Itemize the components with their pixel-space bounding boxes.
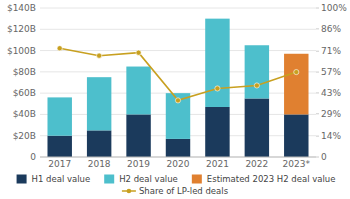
y2-tick-label: 29%: [321, 109, 341, 119]
bar: [205, 19, 229, 107]
y2-tick-label: 0: [321, 152, 327, 162]
bar: [87, 77, 111, 78]
legend-item: H2 deal value: [104, 174, 178, 184]
x-tick-label: 2020: [167, 159, 190, 169]
y2-tick-label: 71%: [321, 46, 341, 56]
bar: [47, 97, 71, 135]
y-tick-label: $20B: [13, 131, 36, 141]
y-tick-label: $60B: [13, 88, 36, 98]
y-tick-label: $140B: [7, 3, 36, 13]
y2-tick-label: 100%: [321, 3, 347, 13]
bar: [245, 45, 269, 46]
legend-item: Estimated 2023 H2 deal value: [192, 174, 336, 184]
legend: H1 deal value H2 deal value Estimated 2023…: [17, 174, 336, 196]
x-axis-line: [40, 157, 316, 158]
bar: [205, 18, 229, 19]
x-tick-label: 2021: [206, 159, 229, 169]
legend-item: Share of LP-led deals: [122, 186, 229, 196]
legend-item: H1 deal value: [17, 174, 91, 184]
line: [60, 48, 297, 100]
bar: [166, 139, 190, 157]
x-tick-label: 2023*: [283, 159, 311, 169]
y-axis: 0 $20B $40B $60B $80B $100B $120B $140B: [7, 3, 36, 162]
legend-label: H1 deal value: [32, 174, 91, 184]
bar: [284, 54, 308, 115]
y2-tick-label: 43%: [321, 88, 341, 98]
y-tick-label: 0: [30, 152, 36, 162]
bar: [126, 114, 150, 157]
bar: [126, 66, 150, 67]
grid-line: [40, 8, 316, 9]
y2-tick: [316, 28, 319, 29]
y-tick-label: $100B: [7, 46, 36, 56]
y2-tick-label: 14%: [321, 131, 341, 141]
line-marker: [294, 69, 299, 74]
y2-tick: [316, 72, 319, 73]
grid: [40, 8, 316, 157]
bar: [166, 93, 190, 94]
y-tick-label: $80B: [13, 67, 36, 77]
bar: [284, 114, 308, 157]
y2-tick: [316, 8, 319, 9]
x-tick-label: 2018: [88, 159, 111, 169]
y2-tick: [316, 136, 319, 137]
marks: [47, 19, 308, 157]
line-marker: [57, 46, 62, 51]
grid-line: [40, 50, 316, 51]
bar: [47, 97, 71, 98]
line-marker: [97, 53, 102, 58]
line-marker: [175, 98, 180, 103]
chart: 0 $20B $40B $60B $80B $100B $120B $140B 0 14% 29% 4…: [0, 0, 350, 199]
y-tick-label: $120B: [7, 24, 36, 34]
y2-tick-label: 57%: [321, 67, 341, 77]
y2-tick: [316, 92, 319, 93]
grid-line: [40, 157, 316, 158]
grid-line: [40, 29, 316, 30]
y2-tick: [316, 113, 319, 114]
y2-tick-label: 86%: [321, 24, 341, 34]
legend-label: Estimated 2023 H2 deal value: [207, 174, 336, 184]
line-series: [57, 46, 299, 103]
legend-label: Share of LP-led deals: [139, 186, 229, 196]
x-tick-label: 2019: [127, 159, 150, 169]
line-marker: [254, 83, 259, 88]
line-marker: [136, 50, 141, 55]
legend-swatch: [192, 175, 202, 184]
legend-swatch: [104, 175, 114, 184]
bar: [245, 45, 269, 98]
legend-marker: [127, 189, 132, 194]
bar-series: [284, 54, 308, 115]
bar: [245, 98, 269, 157]
x-tick-label: 2022: [245, 159, 268, 169]
bar: [126, 67, 150, 115]
y2-tick: [316, 157, 319, 158]
x-axis: 2017 2018 2019 2020 2021 2022 2023*: [40, 157, 316, 169]
legend-label: H2 deal value: [119, 174, 178, 184]
line-marker: [215, 86, 220, 91]
y-tick-label: $40B: [13, 109, 36, 119]
grid-line: [40, 71, 316, 72]
y2-axis: 0 14% 29% 43% 57% 71% 86% 100%: [316, 3, 347, 162]
bar: [87, 77, 111, 130]
bar: [166, 93, 190, 139]
bar: [205, 107, 229, 157]
legend-swatch: [17, 175, 27, 184]
bar: [87, 130, 111, 157]
x-tick-label: 2017: [48, 159, 71, 169]
y2-tick: [316, 51, 319, 52]
bar: [47, 136, 71, 157]
bar-series: [47, 19, 269, 139]
